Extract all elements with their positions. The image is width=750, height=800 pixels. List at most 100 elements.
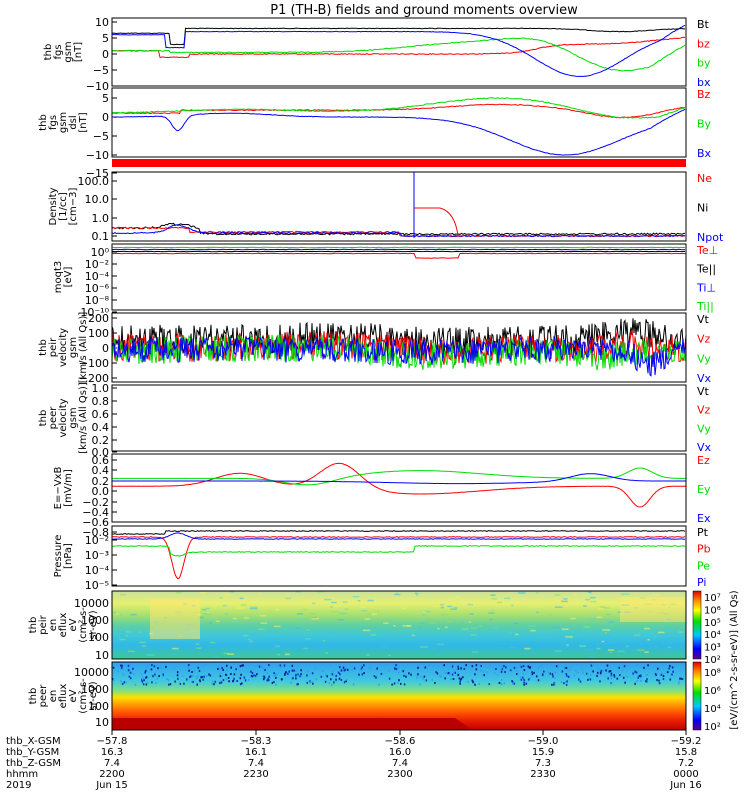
panel-7-ytick: −0.8: [82, 526, 109, 539]
series-by: [111, 37, 686, 72]
panel-1-legend-0: Bt: [697, 18, 710, 31]
panel-9-ytick: 10: [95, 649, 109, 662]
xaxis-value: 2230: [243, 769, 268, 780]
panel-4-ytick: 10⁻⁴: [85, 270, 110, 283]
panel-3-legend-2: Npot: [697, 231, 724, 244]
electron-colorbar-tick: 10⁶: [704, 686, 721, 697]
panel-2-ylabel: fgs: [48, 115, 59, 130]
panel-4-ylabel: [eV]: [63, 267, 74, 288]
panel-2-ytick: 5: [102, 92, 109, 105]
series-Pe: [112, 545, 686, 557]
panel-10-ylabel: eV: [68, 689, 79, 702]
panel-5-frame: [111, 312, 687, 383]
panel-2-frame: [111, 87, 687, 158]
xaxis-value: 15.8: [675, 747, 697, 758]
panel-7-legend-2: Ex: [697, 512, 711, 525]
panel-6: [112, 387, 117, 453]
panel-6-ylabel: velocity: [58, 398, 69, 437]
panel-4-data: [111, 246, 687, 259]
panel-7-ylabel: E=−VxB: [53, 467, 64, 510]
panel-1-ylabel: [nT]: [73, 42, 84, 62]
ion-colorbar: [692, 590, 702, 660]
panel-8-ytick: 10⁻⁵: [85, 579, 109, 592]
series-Bt: [111, 27, 685, 46]
panel-4-ytick: 10⁻⁸: [85, 294, 110, 307]
series-bz: [111, 36, 686, 59]
xaxis-row-label: thb_Y-GSM: [6, 747, 59, 758]
panel-1-ytick: 0: [102, 48, 109, 61]
colorbar-label: [eV/(cm^2-s-sr-eV)] (All Qs): [729, 590, 740, 729]
panel-1: [112, 21, 117, 87]
panel-5-ylabel: thb: [38, 339, 49, 356]
ion-spectrogram: [112, 591, 686, 659]
panel-1-ytick: 5: [102, 32, 109, 45]
panel-6-ytick: 0.8: [92, 395, 110, 408]
ion-colorbar-tick: 10⁵: [704, 618, 721, 629]
panel-5-data: [111, 318, 687, 377]
panel-5-ylabel: peir: [48, 337, 59, 357]
electron-colorbar-tick: 10²: [704, 722, 721, 733]
panel-6-ytick: 1.0: [92, 382, 110, 395]
xaxis-value: 2300: [387, 769, 412, 780]
panel-9-ytick: 1000: [81, 614, 109, 627]
xaxis-row-label: hhmm: [6, 769, 38, 780]
xaxis-value: −58.6: [385, 736, 416, 747]
panel-8-ytick: 10⁻²: [85, 534, 109, 547]
panel-2-ylabel: thb: [38, 114, 49, 131]
panel-6-ylabel: [km/s (All Qs)]: [78, 382, 89, 454]
series-Vx: [111, 335, 687, 377]
panel-7-ytick: −0.6: [82, 516, 109, 529]
panel-9-ytick: 100: [88, 631, 109, 644]
xaxis-value: Jun 16: [669, 780, 702, 791]
xaxis-value: 16.1: [245, 747, 267, 758]
panel-6-ytick: 0.4: [92, 421, 110, 434]
panel-7-ytick: −0.2: [82, 496, 109, 509]
panel-1-ylabel: fgs: [53, 44, 64, 59]
series-Pi: [111, 532, 685, 540]
panel-2-ytick: −10: [86, 149, 109, 162]
series-Bx: [112, 108, 686, 156]
panel-7-ytick: 0.4: [92, 464, 110, 477]
panel-3: [112, 180, 117, 237]
series-Ex: [112, 473, 686, 485]
panel-4-legend-0: Te⊥: [696, 244, 718, 257]
panel-5-ytick: 100: [88, 327, 109, 340]
series-Pt: [111, 530, 686, 535]
series-Te-perp: [111, 252, 687, 259]
electron-spectrogram-texture: [112, 664, 684, 730]
panel-3-ylabel: [cm−3]: [68, 188, 79, 226]
panel-4-ytick: 10⁰: [91, 246, 110, 259]
series-Bz: [112, 103, 686, 119]
panel-6-ytick: 0.6: [92, 408, 110, 421]
panel-10-frame: [111, 661, 687, 731]
electron-colorbar-tick: 10⁴: [704, 704, 721, 715]
ion-hot-region: [150, 599, 200, 639]
panel-1-ylabel: thb: [43, 44, 54, 61]
panel-7-ylabel: [mV/m]: [63, 469, 74, 507]
panel-7-ytick: 0.0: [92, 485, 110, 498]
ion-colorbar-tick: 10⁶: [704, 605, 721, 616]
xaxis-value: 2330: [530, 769, 555, 780]
panel-6-ylabel: thb: [38, 410, 49, 427]
panel-6-legend-3: Vx: [697, 441, 712, 454]
panel-3-ylabel: Density: [48, 187, 59, 225]
xaxis-row-label: thb_Z-GSM: [6, 758, 61, 769]
xaxis-value: 16.3: [101, 747, 123, 758]
electron-colorbar-tick: 10⁸: [704, 668, 721, 679]
panel-8-frame: [111, 525, 687, 587]
panel-8-ylabel: [nPa]: [63, 543, 74, 569]
panel-7: [112, 459, 117, 533]
panel-5-legend-2: Vy: [697, 352, 711, 365]
ion-hot-region-2: [620, 597, 686, 622]
panel-5-ylabel: [km/s (All Qs)]: [78, 312, 89, 384]
panel-2-legend-0: Bz: [697, 88, 711, 101]
panel-7-ytick: 0.6: [92, 454, 110, 467]
panel-6-ylabel: gsm: [68, 407, 79, 428]
panel-1-legend-3: bx: [697, 76, 711, 89]
panel-3-legend-1: Ni: [697, 202, 708, 215]
series-Ez: [112, 462, 686, 508]
panel-6-frame: [111, 384, 687, 452]
panel-4: [112, 251, 117, 313]
panel-6-legend-0: Vt: [697, 385, 710, 398]
panel-9-ylabel: peir: [38, 614, 49, 634]
